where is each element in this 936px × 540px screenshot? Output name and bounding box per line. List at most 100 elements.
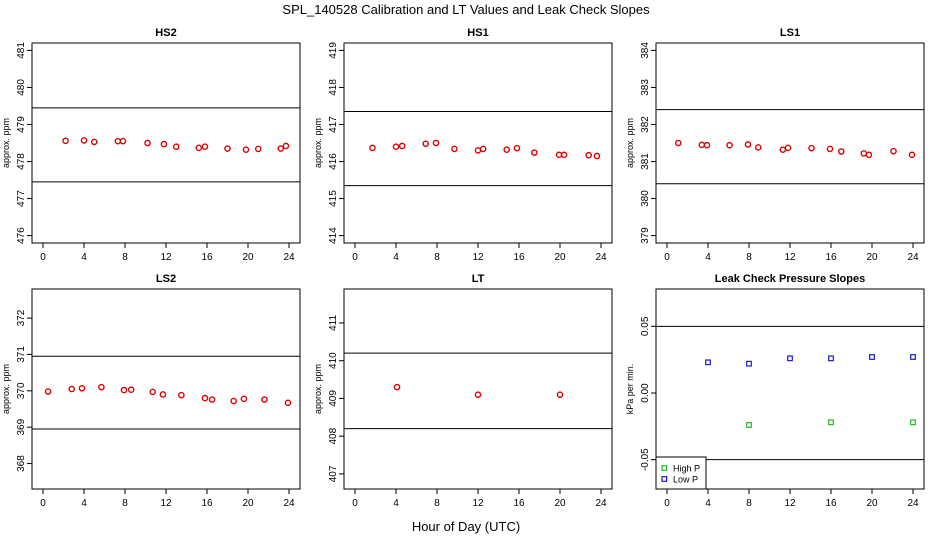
data-point bbox=[826, 145, 834, 153]
data-point bbox=[869, 354, 875, 360]
x-tick-label: 8 bbox=[434, 498, 440, 509]
panel-title: HS1 bbox=[467, 27, 488, 39]
data-point bbox=[392, 143, 400, 151]
data-point bbox=[479, 145, 487, 153]
data-point bbox=[674, 139, 682, 147]
data-point bbox=[784, 144, 792, 152]
y-tick-label: 383 bbox=[640, 79, 651, 96]
data-point bbox=[277, 145, 285, 152]
x-tick-label: 8 bbox=[746, 252, 752, 263]
data-point bbox=[195, 144, 203, 152]
x-tick-label: 12 bbox=[472, 498, 484, 509]
legend-label: Low P bbox=[673, 475, 698, 485]
data-point bbox=[705, 359, 711, 366]
y-tick-label: 368 bbox=[16, 455, 27, 472]
y-tick-label: 384 bbox=[640, 42, 651, 59]
x-tick-label: 20 bbox=[554, 252, 566, 263]
data-point bbox=[837, 148, 845, 155]
y-axis-label: approx. ppm bbox=[1, 118, 11, 168]
y-tick-label: 481 bbox=[16, 42, 27, 59]
data-point bbox=[160, 140, 168, 148]
x-tick-label: 12 bbox=[784, 498, 796, 509]
data-point bbox=[120, 386, 128, 394]
data-point bbox=[726, 141, 733, 149]
y-tick-label: 0.00 bbox=[640, 383, 651, 403]
data-point bbox=[828, 355, 834, 362]
plot-frame bbox=[343, 42, 613, 244]
data-point bbox=[254, 145, 262, 153]
y-tick-label: 480 bbox=[16, 79, 27, 96]
panel-5: LT approx. ppm 0 4 8 12 16 20 24 407 408 409 410 411 bbox=[313, 273, 613, 509]
data-point bbox=[201, 394, 209, 402]
plot-frame bbox=[655, 42, 925, 244]
data-point bbox=[98, 383, 105, 391]
y-tick-label: 369 bbox=[16, 418, 27, 435]
data-point bbox=[230, 397, 237, 405]
data-point bbox=[242, 146, 250, 153]
panel-title: LT bbox=[472, 273, 485, 285]
x-tick-label: 24 bbox=[283, 252, 295, 263]
x-tick-label: 8 bbox=[122, 252, 128, 263]
x-tick-label: 12 bbox=[472, 252, 484, 263]
panel-title: LS2 bbox=[156, 273, 176, 285]
x-tick-label: 0 bbox=[352, 498, 358, 509]
y-tick-label: 477 bbox=[16, 190, 27, 207]
y-tick-label: 416 bbox=[328, 153, 339, 170]
data-point bbox=[159, 391, 167, 398]
y-tick-label: 476 bbox=[16, 227, 27, 244]
data-point bbox=[282, 142, 290, 150]
y-tick-label: 410 bbox=[328, 352, 339, 369]
data-point bbox=[62, 137, 69, 145]
data-point bbox=[556, 391, 564, 398]
panel-3: LS1 approx. ppm 0 4 8 12 16 20 24 379 380 381 382 383… bbox=[625, 27, 925, 263]
x-tick-label: 0 bbox=[352, 252, 358, 263]
data-point bbox=[698, 141, 706, 149]
y-tick-label: 380 bbox=[640, 190, 651, 207]
x-tick-label: 16 bbox=[825, 252, 837, 263]
x-tick-label: 12 bbox=[160, 498, 172, 509]
data-point bbox=[78, 384, 86, 392]
data-point bbox=[398, 142, 406, 150]
y-tick-label: 379 bbox=[640, 227, 651, 244]
x-tick-label: 20 bbox=[242, 252, 254, 263]
plot-frame bbox=[343, 288, 613, 490]
x-tick-label: 4 bbox=[81, 252, 87, 263]
x-tick-label: 24 bbox=[907, 252, 919, 263]
panel-title: HS2 bbox=[155, 27, 176, 39]
y-tick-label: 418 bbox=[328, 79, 339, 96]
x-tick-label: 8 bbox=[122, 498, 128, 509]
x-tick-label: 16 bbox=[513, 498, 525, 509]
y-tick-label: 370 bbox=[16, 382, 27, 399]
data-point bbox=[890, 147, 897, 155]
y-axis-label: approx. ppm bbox=[313, 364, 323, 414]
data-point bbox=[127, 386, 135, 394]
data-point bbox=[369, 144, 376, 152]
x-tick-label: 4 bbox=[705, 498, 711, 509]
x-tick-label: 16 bbox=[825, 498, 837, 509]
x-tick-label: 4 bbox=[705, 252, 711, 263]
x-tick-label: 24 bbox=[595, 252, 607, 263]
x-tick-label: 24 bbox=[595, 498, 607, 509]
data-point bbox=[908, 151, 916, 159]
y-tick-label: 417 bbox=[328, 116, 339, 133]
panel-title: Leak Check Pressure Slopes bbox=[715, 273, 865, 285]
data-point bbox=[80, 137, 88, 144]
x-tick-label: 4 bbox=[393, 252, 399, 263]
x-tick-label: 0 bbox=[40, 252, 46, 263]
data-point bbox=[560, 151, 568, 159]
data-point bbox=[779, 146, 787, 153]
data-point bbox=[531, 149, 538, 156]
data-point bbox=[90, 138, 98, 146]
y-tick-label: 411 bbox=[328, 315, 339, 331]
data-point bbox=[474, 391, 482, 398]
x-tick-label: 20 bbox=[242, 498, 254, 509]
data-point bbox=[585, 151, 593, 159]
x-tick-label: 0 bbox=[664, 252, 670, 263]
y-tick-label: -0.05 bbox=[640, 448, 651, 471]
panel-2: HS1 approx. ppm 0 4 8 12 16 20 24 414 415 416 417 418… bbox=[313, 27, 613, 263]
plot-frame bbox=[31, 288, 301, 490]
x-tick-label: 20 bbox=[866, 252, 878, 263]
x-tick-label: 24 bbox=[907, 498, 919, 509]
